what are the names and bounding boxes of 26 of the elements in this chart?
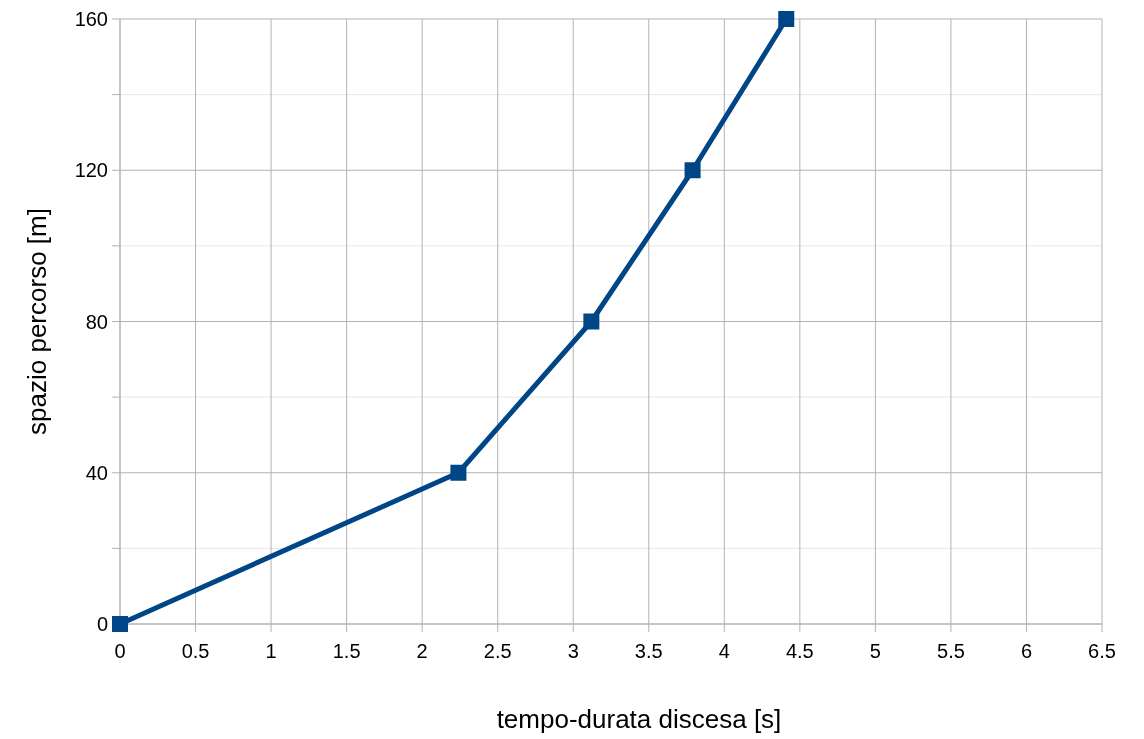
- point: [778, 11, 795, 27]
- x-tick-label: 6.5: [1088, 640, 1116, 662]
- x-tick-label: 5.5: [937, 640, 965, 662]
- x-tick-label: 3: [567, 640, 579, 662]
- x-tick-label: 5: [869, 640, 881, 662]
- y-tick-label: 160: [74, 8, 108, 30]
- point: [112, 616, 128, 632]
- point: [684, 162, 701, 179]
- y-axis-title: spazio percorso [m]: [22, 208, 52, 435]
- x-tick-label: 1: [265, 640, 277, 662]
- x-tick-label: 1.5: [332, 640, 361, 662]
- x-tick-label: 0: [114, 640, 126, 662]
- x-axis-title: tempo-durata discesa [s]: [496, 704, 782, 734]
- x-tick-label: 4.5: [785, 640, 814, 662]
- y-tick-label: 80: [85, 310, 108, 333]
- x-tick-label: 0.5: [181, 640, 210, 662]
- x-tick-label: 6: [1020, 640, 1033, 662]
- x-tick-label: 3.5: [634, 640, 663, 662]
- point: [583, 313, 600, 330]
- y-tick-label: 40: [85, 461, 108, 484]
- x-tick-label: 2.5: [483, 640, 512, 662]
- y-tick-label: 120: [74, 159, 108, 182]
- x-tick-label: 4: [718, 640, 730, 662]
- y-tick-label: 0: [96, 613, 108, 635]
- x-tick-label: 2: [416, 640, 428, 662]
- point: [450, 464, 467, 481]
